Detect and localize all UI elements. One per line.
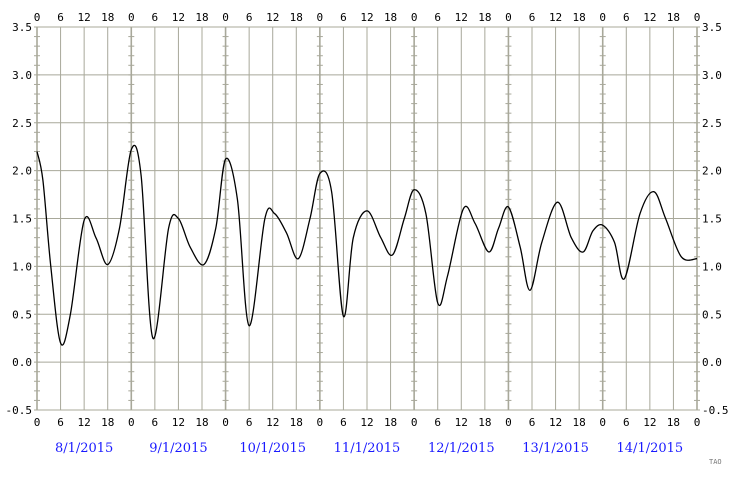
series-line (36, 144, 698, 346)
x-tick-label: 6 (57, 11, 64, 24)
x-tick-label-bottom: 0 (694, 416, 701, 429)
x-tick-label-bottom: 6 (57, 416, 64, 429)
y-tick-label-left: 2.0 (12, 165, 32, 178)
x-tick-label-bottom: 18 (290, 416, 303, 429)
x-tick-label-bottom: 0 (34, 416, 41, 429)
x-tick-label: 6 (434, 11, 441, 24)
x-tick-label: 0 (411, 11, 418, 24)
y-tick-label-right: 3.0 (702, 69, 722, 82)
y-tick-label-right: 1.0 (702, 260, 722, 273)
x-tick-label: 6 (246, 11, 253, 24)
y-tick-label-right: 1.5 (702, 213, 722, 226)
x-tick-label-bottom: 0 (411, 416, 418, 429)
x-tick-label: 18 (478, 11, 491, 24)
x-tick-label-bottom: 6 (623, 416, 630, 429)
date-label: 12/1/2015 (428, 441, 495, 456)
x-tick-label-bottom: 12 (549, 416, 562, 429)
x-tick-label-bottom: 18 (101, 416, 114, 429)
date-label: 9/1/2015 (149, 441, 207, 456)
x-tick-label-bottom: 6 (434, 416, 441, 429)
x-tick-label-bottom: 12 (643, 416, 656, 429)
x-tick-label-bottom: 12 (78, 416, 91, 429)
x-tick-label-bottom: 6 (340, 416, 347, 429)
y-tick-label-right: 0.5 (702, 308, 722, 321)
date-label: 11/1/2015 (334, 441, 401, 456)
x-tick-label: 12 (360, 11, 373, 24)
x-tick-label: 6 (529, 11, 536, 24)
x-tick-label: 12 (549, 11, 562, 24)
grid (34, 26, 700, 411)
y-tick-label-right: 2.5 (702, 117, 722, 130)
x-tick-label-bottom: 18 (573, 416, 586, 429)
x-tick-label-bottom: 12 (266, 416, 279, 429)
x-tick-label-bottom: 6 (152, 416, 159, 429)
credit-label: TAO (709, 458, 722, 466)
x-tick-label: 12 (455, 11, 468, 24)
x-tick-label-bottom: 6 (529, 416, 536, 429)
x-tick-label-bottom: 18 (384, 416, 397, 429)
x-tick-labels: 0 6 12 18 0 6 12 18 0 6 12 18 0 6 12 18 0 6 12 18 0 6 12 18 0 6 12… (34, 11, 701, 429)
x-tick-label-bottom: 12 (172, 416, 185, 429)
x-tick-label-bottom: 0 (222, 416, 229, 429)
x-tick-label-bottom: 6 (246, 416, 253, 429)
x-tick-label: 12 (78, 11, 91, 24)
y-tick-label-left: 1.5 (12, 213, 32, 226)
date-labels: 8/1/2015 9/1/2015 10/1/2015 11/1/2015 12/1/2… (55, 441, 683, 456)
x-tick-label: 0 (599, 11, 606, 24)
y-tick-label-right: 0.0 (702, 356, 722, 369)
x-tick-label: 0 (694, 11, 701, 24)
x-tick-label: 18 (667, 11, 680, 24)
x-tick-label-bottom: 0 (599, 416, 606, 429)
y-tick-label-right: 2.0 (702, 165, 722, 178)
x-tick-label: 6 (623, 11, 630, 24)
y-tick-label-left: 3.0 (12, 69, 32, 82)
x-tick-label: 12 (266, 11, 279, 24)
y-tick-label-left: 2.5 (12, 117, 32, 130)
x-tick-label: 18 (573, 11, 586, 24)
x-tick-label: 0 (317, 11, 324, 24)
x-tick-label: 12 (172, 11, 185, 24)
plot-frame (36, 26, 698, 411)
x-tick-label: 12 (643, 11, 656, 24)
x-tick-label-bottom: 18 (195, 416, 208, 429)
date-label: 14/1/2015 (617, 441, 684, 456)
date-label: 10/1/2015 (239, 441, 306, 456)
x-tick-label: 18 (384, 11, 397, 24)
y-tick-label-right: 3.5 (702, 21, 722, 34)
date-label: 8/1/2015 (55, 441, 113, 456)
x-tick-label: 6 (340, 11, 347, 24)
y-tick-label-left: 0.0 (12, 356, 32, 369)
y-tick-label-left: 1.0 (12, 260, 32, 273)
x-tick-label: 0 (34, 11, 41, 24)
x-tick-label: 0 (222, 11, 229, 24)
x-tick-label: 18 (195, 11, 208, 24)
x-tick-label-bottom: 0 (317, 416, 324, 429)
y-tick-label-left: 3.5 (12, 21, 32, 34)
x-tick-label-bottom: 18 (667, 416, 680, 429)
x-tick-label-bottom: 18 (478, 416, 491, 429)
y-tick-labels: -0.5 -0.5 0.0 0.0 0.5 0.5 1.0 1.0 1.5 1.5 2.0 2.0 2.… (6, 21, 729, 417)
x-tick-label: 0 (505, 11, 512, 24)
x-tick-label: 18 (101, 11, 114, 24)
x-tick-label: 18 (290, 11, 303, 24)
y-tick-label-right: -0.5 (702, 404, 729, 417)
x-tick-label-bottom: 12 (455, 416, 468, 429)
y-tick-label-left: 0.5 (12, 308, 32, 321)
y-tick-label-left: -0.5 (6, 404, 33, 417)
x-tick-label-bottom: 12 (360, 416, 373, 429)
x-tick-label-bottom: 0 (128, 416, 135, 429)
x-tick-label: 6 (152, 11, 159, 24)
x-tick-label: 0 (128, 11, 135, 24)
x-tick-label-bottom: 0 (505, 416, 512, 429)
date-label: 13/1/2015 (522, 441, 589, 456)
